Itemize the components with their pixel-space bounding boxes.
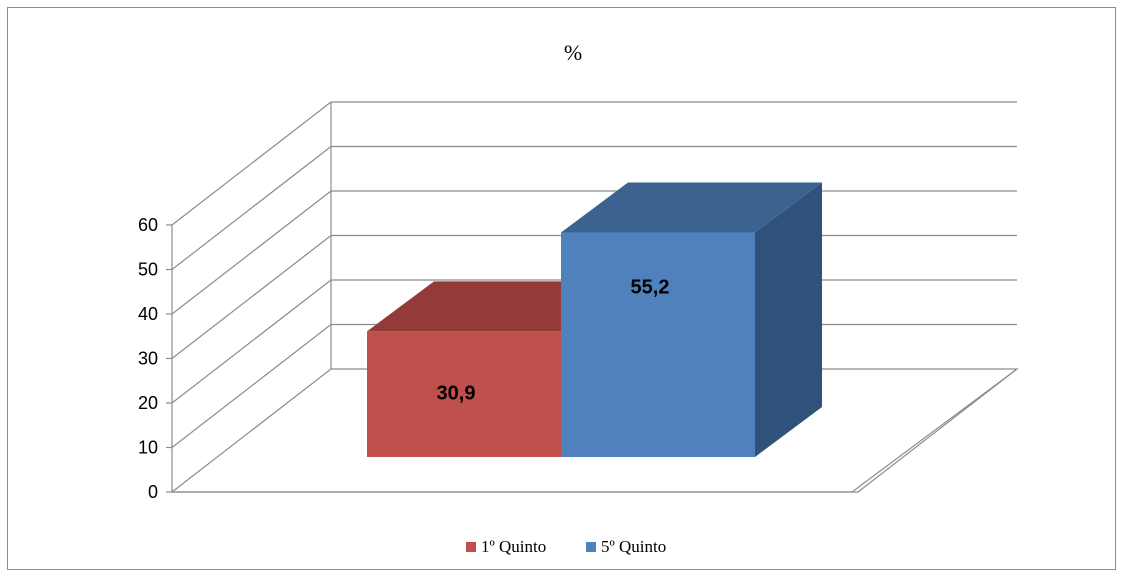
y-tick-label: 20 xyxy=(138,393,158,413)
chart-frame: % 0 10 20 30 40 50 60 30,9 55,2 1º Quinto 5º Qui… xyxy=(7,7,1116,570)
y-tick-label: 30 xyxy=(138,349,158,369)
data-label: 55,2 xyxy=(631,277,670,299)
legend-item-1: 1º Quinto xyxy=(466,537,546,556)
legend-item-2: 5º Quinto xyxy=(586,537,666,556)
y-tick-label: 40 xyxy=(138,304,158,324)
bar-top-face xyxy=(561,182,822,233)
bar-front-face xyxy=(367,331,561,457)
y-tick-label: 10 xyxy=(138,438,158,458)
legend-label: 1º Quinto xyxy=(481,537,546,556)
bar-side-face xyxy=(755,182,822,457)
gridline-side xyxy=(171,324,332,448)
bar-front-face xyxy=(561,232,755,457)
legend-label: 5º Quinto xyxy=(601,537,666,556)
gridline-side xyxy=(171,279,332,404)
bars: 30,9 55,2 xyxy=(367,182,822,457)
gridline-side xyxy=(171,235,332,359)
gridline-side xyxy=(171,146,332,270)
y-tick-label: 0 xyxy=(148,482,158,502)
gridline-side xyxy=(171,190,332,315)
data-label: 30,9 xyxy=(437,382,476,404)
floor-right-edge xyxy=(851,368,1018,493)
legend-swatch xyxy=(586,542,596,552)
bar-2: 55,2 xyxy=(561,182,822,457)
chart-title: % xyxy=(564,40,582,65)
legend-swatch xyxy=(466,542,476,552)
y-tick-label: 50 xyxy=(138,260,158,280)
y-tick-label: 60 xyxy=(138,215,158,235)
gridline-side xyxy=(171,101,332,226)
y-axis: 0 10 20 30 40 50 60 xyxy=(138,215,172,502)
bar-chart: % 0 10 20 30 40 50 60 30,9 55,2 1º Quinto 5º Qui… xyxy=(138,40,1019,556)
legend: 1º Quinto 5º Quinto xyxy=(466,537,666,556)
